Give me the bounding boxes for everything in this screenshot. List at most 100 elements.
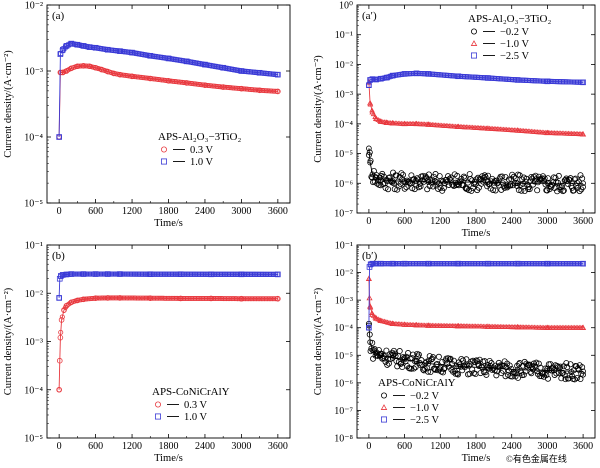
- y-tick-label: 10⁻²: [335, 268, 353, 279]
- data-point: [505, 176, 512, 183]
- data-point: [467, 176, 474, 183]
- data-point: [134, 295, 140, 301]
- data-point: [454, 172, 461, 179]
- data-point: [557, 363, 564, 370]
- data-point: [117, 48, 123, 54]
- data-point: [494, 180, 501, 187]
- data-point: [534, 368, 541, 375]
- x-tick-label: 1800: [466, 216, 486, 227]
- data-point: [98, 66, 105, 73]
- data-point: [230, 85, 236, 91]
- data-point: [393, 172, 400, 179]
- data-point: [154, 295, 160, 301]
- series-line: [58, 65, 278, 138]
- data-point: [256, 69, 263, 76]
- data-point: [216, 296, 222, 302]
- data-point: [238, 85, 245, 92]
- data-point: [427, 369, 434, 376]
- x-tick-label: 3600: [573, 441, 593, 452]
- data-point: [579, 175, 586, 182]
- data-point: [256, 87, 263, 94]
- data-point: [83, 296, 89, 302]
- data-point: [469, 366, 476, 373]
- data-point: [439, 358, 446, 365]
- x-tick-label: 0: [366, 216, 371, 227]
- data-point: [241, 86, 247, 92]
- data-point: [205, 295, 211, 301]
- chart-panel-a: 0 600 1200 1800 2400 3000 3600 10⁻⁵ 10⁻⁴ 10⁻³ 10⁻²…: [3, 1, 291, 229]
- data-point: [485, 75, 491, 81]
- data-point: [171, 295, 177, 301]
- data-point: [225, 296, 231, 302]
- data-point: [488, 360, 495, 367]
- data-point: [401, 185, 408, 192]
- data-point: [530, 181, 537, 188]
- data-point: [369, 171, 376, 178]
- y-tick-label: 10⁻⁸: [334, 434, 353, 445]
- data-point: [492, 187, 499, 194]
- data-point: [425, 260, 432, 267]
- data-point: [484, 323, 491, 329]
- data-point: [389, 178, 396, 184]
- series-line: [58, 273, 278, 298]
- data-point: [521, 188, 528, 195]
- legend-marker: [470, 52, 477, 59]
- data-point: [515, 361, 522, 368]
- data-point: [177, 295, 184, 302]
- data-point: [257, 296, 263, 302]
- data-point: [83, 63, 89, 69]
- data-point: [544, 260, 551, 267]
- data-point: [127, 295, 133, 301]
- data-point: [151, 295, 157, 301]
- x-tick-label: 1200: [430, 216, 450, 227]
- x-tick-label: 600: [397, 216, 412, 227]
- data-point: [466, 370, 473, 377]
- data-point: [437, 184, 444, 191]
- data-point: [222, 296, 228, 302]
- data-point: [233, 296, 239, 302]
- data-point: [577, 172, 584, 179]
- series-line: [58, 297, 278, 390]
- data-point: [383, 74, 390, 81]
- data-point: [247, 86, 253, 92]
- data-point: [580, 324, 587, 331]
- y-tick-label: 10⁻³: [25, 67, 43, 78]
- x-tick-label: 3000: [231, 441, 251, 452]
- plot-area: [56, 40, 281, 140]
- data-point: [455, 179, 461, 185]
- x-tick-label: 600: [88, 441, 103, 452]
- data-point: [390, 347, 397, 354]
- data-point: [261, 296, 267, 302]
- data-point: [104, 68, 111, 75]
- data-point: [225, 85, 231, 91]
- data-point: [102, 295, 108, 301]
- data-point: [200, 295, 206, 301]
- data-point: [121, 295, 127, 301]
- data-point: [366, 149, 373, 156]
- data-point: [413, 178, 420, 184]
- data-point: [426, 182, 433, 189]
- data-point: [377, 317, 384, 323]
- y-tick-label: 10⁻³: [335, 296, 353, 307]
- data-point: [580, 180, 586, 187]
- data-point: [56, 295, 62, 301]
- data-point: [80, 62, 87, 69]
- data-point: [107, 295, 113, 301]
- data-point: [473, 176, 480, 183]
- series-square: [56, 271, 281, 301]
- watermark: ©有色金属在线: [506, 453, 567, 464]
- legend-title: APS-Al₂O₃−3TiO₂: [468, 13, 551, 25]
- data-point: [68, 65, 75, 72]
- data-point: [203, 295, 209, 301]
- y-tick-label: 10⁻⁴: [334, 119, 353, 130]
- x-tick-label: 1800: [159, 441, 179, 452]
- data-point: [434, 179, 441, 186]
- data-point: [466, 171, 473, 178]
- data-point: [170, 295, 176, 301]
- data-point: [514, 77, 521, 83]
- data-point: [383, 347, 390, 354]
- data-point: [493, 177, 500, 184]
- x-tick-label: 600: [397, 441, 412, 452]
- data-point: [532, 172, 539, 179]
